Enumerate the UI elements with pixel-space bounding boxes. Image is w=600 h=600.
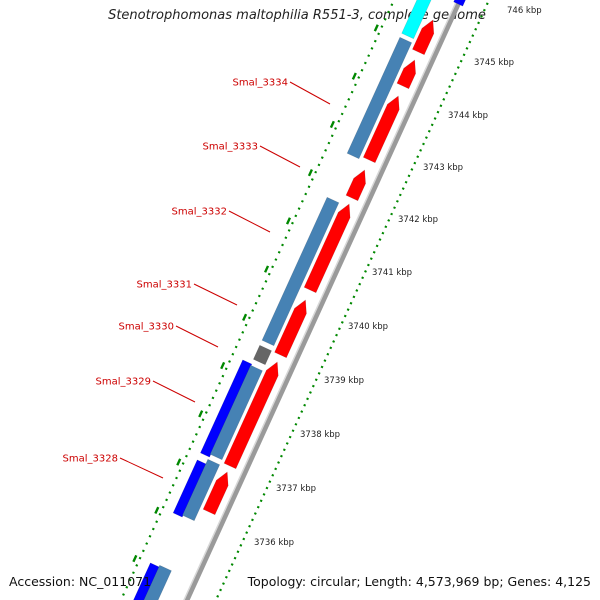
backbone-outer (184, 0, 463, 600)
scale-tick-label: 3738 kbp (300, 430, 340, 440)
backbone (183, 0, 463, 600)
scale-tick-label: 3737 kbp (276, 484, 316, 494)
cds-forward-6 (362, 95, 400, 164)
scale-tick-label: 3741 kbp (372, 268, 412, 278)
gene-leader-4 (193, 283, 238, 306)
gene-label-smal_3334: Smal_3334 (233, 78, 288, 89)
gene-leader-1 (289, 81, 331, 105)
gene-label-smal_3329: Smal_3329 (96, 377, 151, 388)
blast-hit-2 (209, 364, 263, 461)
scale-tick-label: 3745 kbp (474, 58, 514, 68)
scale-tick-label: 3736 kbp (254, 538, 294, 548)
cds-reverse-top (453, 0, 466, 7)
gene-leader-6 (152, 380, 196, 403)
gene-leader-2 (259, 145, 301, 168)
gene-labels: Smal_3334 Smal_3333 Smal_3332 Smal_3331 Smal… (63, 78, 331, 479)
scale-tick-label: 3744 kbp (448, 111, 488, 121)
gene-leader-7 (119, 457, 164, 479)
gc-track-right (214, 0, 491, 600)
scale-tick-label: 3742 kbp (398, 215, 438, 225)
gc-track-left-marks (114, 0, 391, 600)
gene-label-smal_3333: Smal_3333 (203, 142, 258, 153)
cds-forward-4 (303, 203, 351, 294)
gene-leader-3 (228, 210, 271, 233)
blast-hit-3 (261, 196, 340, 347)
blast-hit-5 (143, 564, 172, 600)
cds-forward-2 (223, 361, 279, 470)
cds-forward-1 (202, 471, 229, 516)
map-title: Stenotrophomonas maltophilia R551-3, com… (108, 8, 486, 23)
gene-label-smal_3328: Smal_3328 (63, 454, 118, 465)
cds-forward-8 (412, 19, 435, 56)
scale-tick-label: 746 kbp (507, 6, 542, 16)
gene-label-smal_3332: Smal_3332 (172, 207, 227, 218)
scale-tick-label: 3740 kbp (348, 322, 388, 332)
cds-forward-3 (274, 299, 307, 359)
gene-label-smal_3331: Smal_3331 (137, 280, 192, 291)
blast-hit-1 (181, 458, 221, 522)
scale-tick-label: 3743 kbp (423, 163, 463, 173)
gene-label-smal_3330: Smal_3330 (119, 322, 174, 333)
blast-hit-4 (346, 36, 413, 160)
backbone-highlight (183, 0, 458, 600)
cyan-feature (401, 0, 432, 40)
gene-leader-5 (175, 325, 219, 348)
cds-forward-7 (396, 59, 416, 90)
cds-forward-5 (345, 169, 366, 202)
scale-ticks: 746 kbp 3745 kbp 3744 kbp 3743 kbp 3742 kbp 3… (254, 6, 542, 548)
feature-tracks (133, 0, 466, 600)
gc-dot-tracks (114, 0, 491, 600)
accession-text: Accession: NC_011071 (9, 574, 152, 589)
gc-track-left (119, 0, 396, 600)
scale-tick-label: 3739 kbp (324, 376, 364, 386)
gray-feature (252, 344, 272, 366)
topology-text: Topology: circular; Length: 4,573,969 bp… (247, 574, 591, 589)
